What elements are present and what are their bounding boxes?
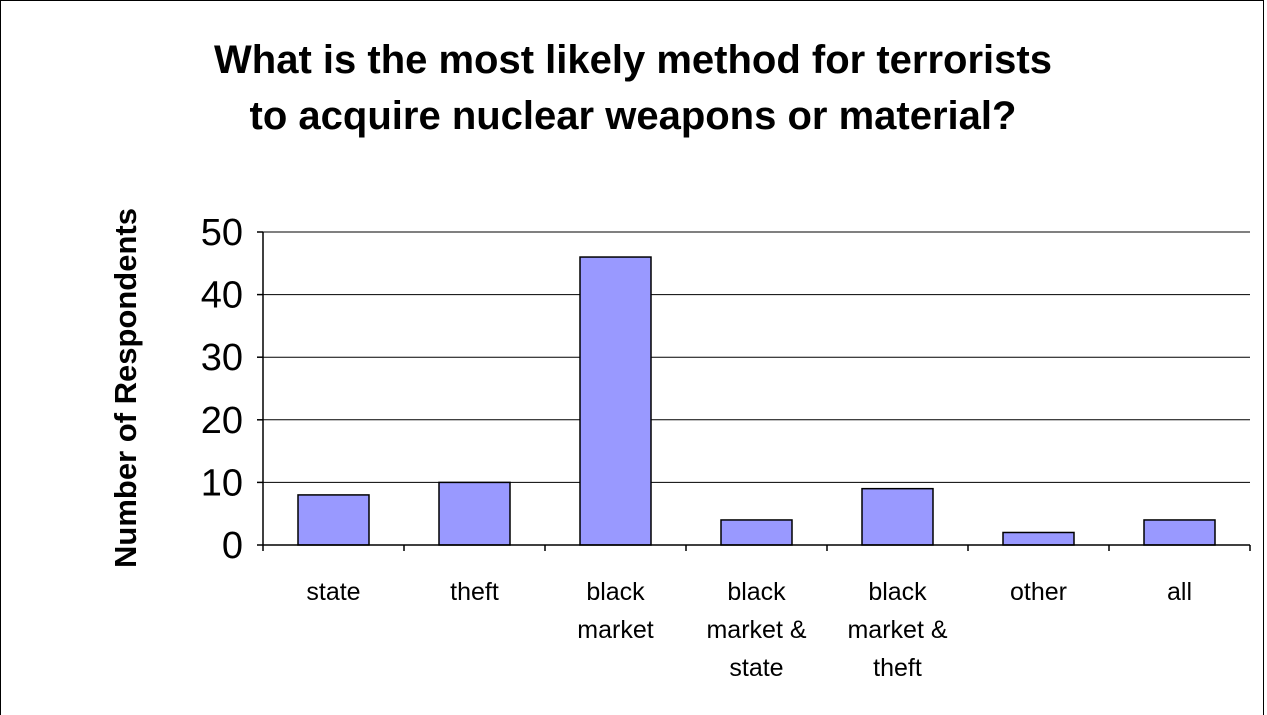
chart-title-line: What is the most likely method for terro… bbox=[214, 38, 1052, 82]
axes bbox=[257, 231, 1251, 551]
y-axis-label: Number of Respondents bbox=[108, 208, 143, 568]
x-tick-label: state bbox=[306, 578, 360, 606]
x-tick-label: black bbox=[727, 578, 786, 606]
x-tick-label: state bbox=[729, 654, 783, 682]
x-tick-label: black bbox=[586, 578, 645, 606]
x-tick-label: market bbox=[577, 616, 653, 644]
bar bbox=[579, 256, 652, 546]
y-tick-label: 0 bbox=[222, 525, 243, 567]
bars bbox=[297, 256, 1216, 546]
y-axis-title: Number of Respondents bbox=[108, 208, 143, 568]
y-tick-label: 30 bbox=[201, 337, 243, 379]
y-tick-label: 50 bbox=[201, 212, 243, 254]
x-tick-label: market & bbox=[847, 616, 947, 644]
bar bbox=[438, 481, 511, 546]
x-tick-label: theft bbox=[450, 578, 499, 606]
x-tick-label: market & bbox=[706, 616, 806, 644]
bar bbox=[861, 487, 934, 546]
y-tick-label: 10 bbox=[201, 462, 243, 504]
x-tick-label: theft bbox=[873, 654, 922, 682]
bar bbox=[1002, 531, 1075, 546]
x-tick-labels: state theft black market black market & state b… bbox=[306, 578, 1192, 682]
x-tick-label: other bbox=[1010, 578, 1067, 606]
x-tick-label: black bbox=[868, 578, 927, 606]
y-tick-label: 40 bbox=[201, 275, 243, 317]
x-tick-label: all bbox=[1167, 578, 1192, 606]
bar bbox=[1143, 519, 1216, 546]
gridlines bbox=[263, 231, 1250, 483]
bar bbox=[720, 519, 793, 546]
y-tick-label: 20 bbox=[201, 400, 243, 442]
y-tick-labels: 0 10 20 30 40 50 bbox=[201, 212, 243, 567]
bar bbox=[297, 494, 370, 546]
chart-title-line: to acquire nuclear weapons or material? bbox=[250, 94, 1017, 138]
chart-title: What is the most likely method for terro… bbox=[214, 38, 1052, 138]
